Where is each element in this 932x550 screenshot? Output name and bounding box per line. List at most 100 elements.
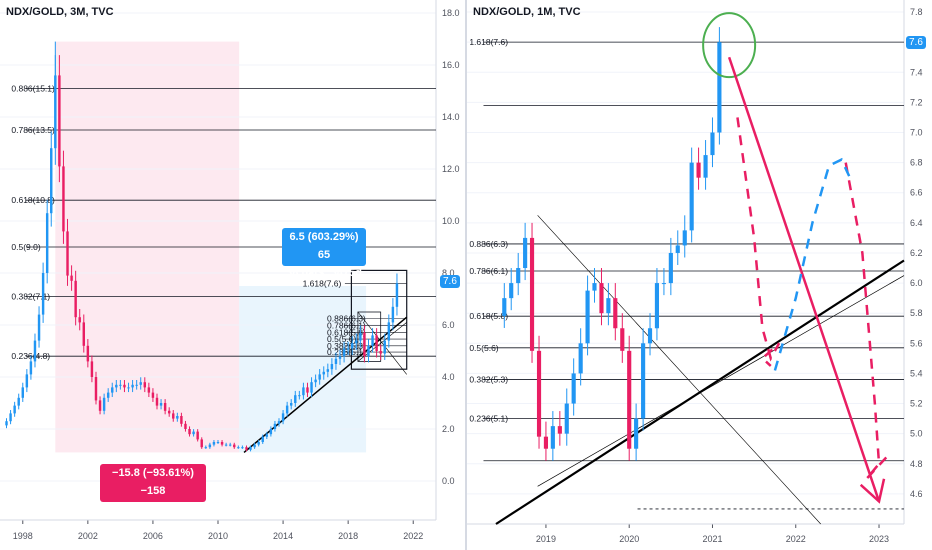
candle-body bbox=[29, 361, 33, 375]
fib-level-label: 0.5(9.0) bbox=[11, 242, 40, 252]
candle-body bbox=[696, 162, 701, 178]
candle-body bbox=[216, 442, 220, 443]
measure-down-line1: −15.8 (−93.61%) −158 bbox=[112, 467, 194, 497]
candle-body bbox=[241, 447, 244, 449]
candle-body bbox=[599, 283, 604, 314]
candle-body bbox=[50, 148, 53, 214]
candle-body bbox=[523, 237, 528, 269]
candle-body bbox=[703, 155, 708, 178]
candle-body bbox=[502, 298, 507, 316]
fib-level-label: 0.886(6.3) bbox=[469, 239, 508, 249]
candle-body bbox=[5, 421, 8, 426]
candle-body bbox=[261, 436, 264, 442]
x-tick-label: 2022 bbox=[786, 534, 806, 544]
x-tick-label: 2019 bbox=[536, 534, 556, 544]
y-tick-label: 2.0 bbox=[442, 424, 455, 434]
x-tick-label: 1998 bbox=[13, 531, 33, 541]
small-fib-label: 0.236(5.1) bbox=[327, 347, 366, 357]
candle-body bbox=[102, 397, 106, 411]
candle-body bbox=[143, 382, 147, 388]
candle-body bbox=[634, 418, 639, 449]
small-fib-label: 0.618(5.8) bbox=[327, 327, 366, 337]
candle-body bbox=[647, 328, 653, 344]
candle-body bbox=[281, 413, 285, 422]
projection-box bbox=[350, 269, 408, 370]
candle-body bbox=[391, 306, 395, 323]
y-tick-label: 7.2 bbox=[910, 97, 923, 107]
y-tick-label: 6.4 bbox=[910, 218, 923, 228]
candle-body bbox=[155, 397, 159, 406]
candle-body bbox=[62, 166, 65, 232]
candle-body bbox=[25, 374, 29, 388]
candle-body bbox=[529, 237, 535, 351]
candle-body bbox=[668, 252, 673, 284]
x-tick-label: 2002 bbox=[78, 531, 98, 541]
candle-body bbox=[318, 374, 321, 380]
candle-body bbox=[192, 431, 195, 435]
candle-body bbox=[106, 392, 110, 398]
measure-up-line2: 38 bars, 3475d bbox=[286, 267, 362, 279]
fib-level-label: 0.618(10.8) bbox=[11, 195, 55, 205]
candle-body bbox=[123, 384, 126, 388]
measure-box-down: −15.8 (−93.61%) −158 46 bars, 4197d bbox=[100, 464, 206, 515]
candle-body bbox=[330, 364, 334, 370]
candle-body bbox=[249, 447, 252, 450]
candle-body bbox=[334, 358, 338, 364]
candle-body bbox=[363, 332, 366, 357]
candle-body bbox=[139, 382, 142, 385]
panel-divider[interactable] bbox=[465, 0, 467, 550]
inner-box bbox=[357, 311, 382, 362]
candle-body bbox=[245, 447, 248, 450]
candle-body bbox=[710, 132, 715, 156]
projection-dashed-blue bbox=[773, 157, 852, 371]
candle-body bbox=[82, 322, 86, 346]
candle-body bbox=[543, 436, 549, 449]
chart-3m: 18.0 16.0 14.0 12.0 10.0 8.0 6.0 4.0 2.0 0.0 1998 2… bbox=[0, 0, 460, 541]
y-tick-label: 6.0 bbox=[910, 278, 923, 288]
candle-body bbox=[298, 395, 301, 397]
candle-body bbox=[131, 384, 134, 388]
candle-body bbox=[654, 283, 660, 329]
candle-body bbox=[536, 350, 542, 437]
candle-body bbox=[359, 332, 362, 341]
small-fib-label: 0.5(5.6) bbox=[327, 334, 356, 344]
trend-line-thin bbox=[537, 275, 905, 487]
candle-body bbox=[163, 403, 167, 411]
candle-body bbox=[516, 268, 521, 284]
y-tick-label: 5.6 bbox=[910, 338, 923, 348]
fan-line bbox=[357, 322, 407, 362]
x-tick-label: 2020 bbox=[619, 534, 639, 544]
candle-body bbox=[86, 345, 90, 362]
fib-level-label: 0.786(6.1) bbox=[469, 266, 508, 276]
candle-body bbox=[620, 328, 625, 351]
candle-body bbox=[90, 361, 94, 377]
candle-body bbox=[627, 350, 632, 449]
candle-body bbox=[289, 403, 293, 406]
x-tick-label: 2022 bbox=[403, 531, 423, 541]
fan-line-down bbox=[537, 215, 821, 525]
candle-body bbox=[233, 444, 236, 448]
candle-body bbox=[509, 283, 514, 299]
y-tick-label: 6.2 bbox=[910, 248, 923, 258]
candle-body bbox=[322, 371, 325, 375]
candle-body bbox=[550, 426, 555, 449]
y-tick-label: 4.0 bbox=[442, 372, 455, 382]
candle-body bbox=[208, 444, 212, 448]
chart-title-right: NDX/GOLD, 1M, TVC bbox=[473, 6, 581, 18]
small-fib-label: 1.618(7.6) bbox=[303, 278, 342, 288]
candle-body bbox=[204, 447, 208, 449]
candle-body bbox=[682, 230, 687, 246]
candle-body bbox=[367, 345, 370, 357]
price-label-left: 7.6 bbox=[440, 275, 460, 288]
candle-body bbox=[395, 283, 399, 307]
y-tick-label: 5.2 bbox=[910, 399, 923, 409]
candle-body bbox=[379, 351, 382, 354]
y-tick-label: 8.0 bbox=[442, 268, 455, 278]
candle-body bbox=[585, 290, 590, 344]
candle-body bbox=[54, 75, 57, 149]
y-tick-label: 0.0 bbox=[442, 476, 455, 486]
rally-zone bbox=[239, 286, 367, 453]
candle-body bbox=[355, 340, 358, 344]
candle-body bbox=[224, 444, 228, 446]
small-fib-label: 0.786(6.1) bbox=[327, 321, 366, 331]
